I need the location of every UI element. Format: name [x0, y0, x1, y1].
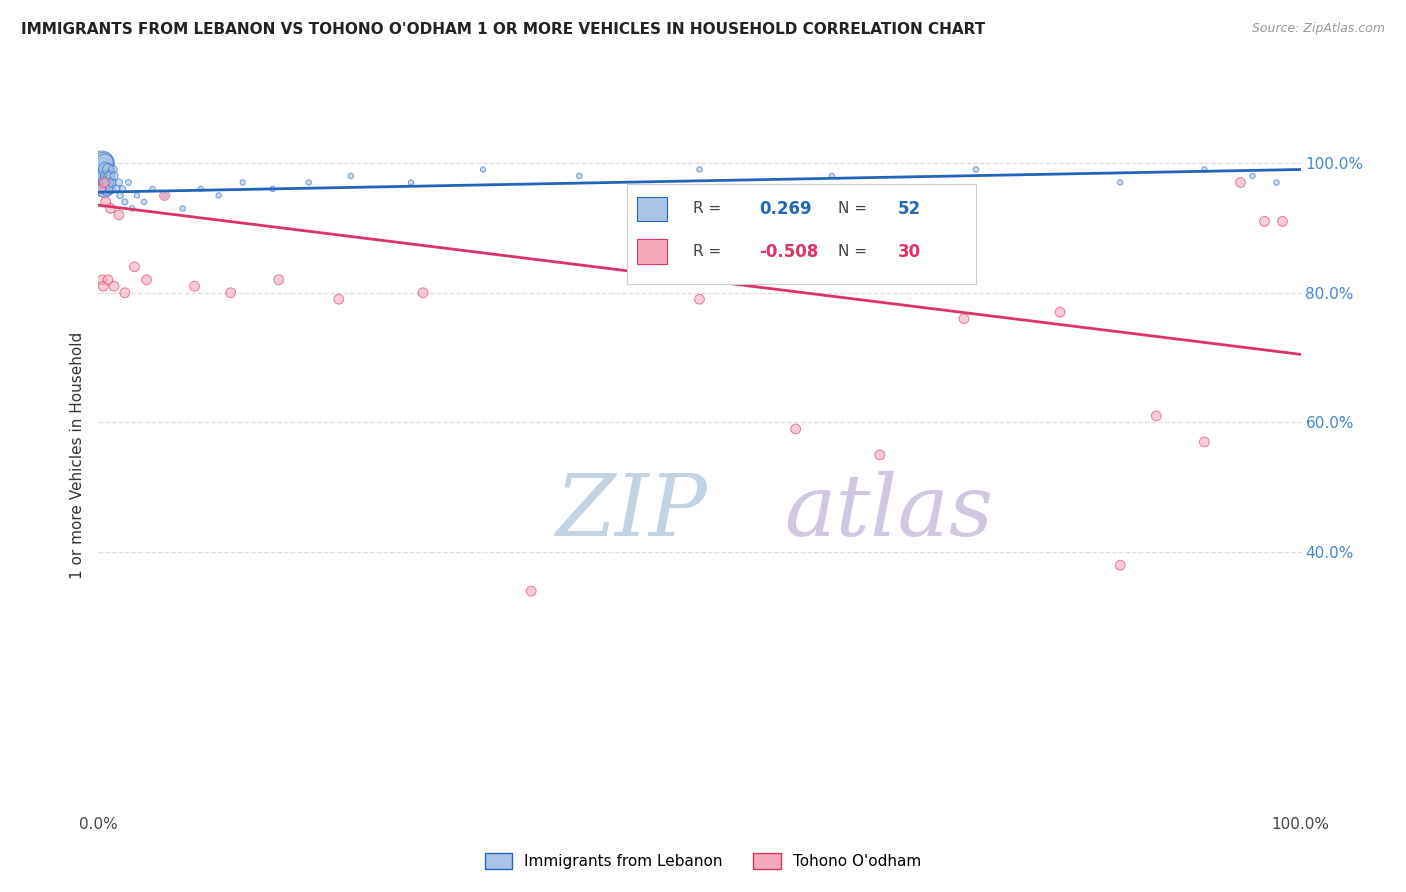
Point — [90, 176, 112, 190]
Point — [328, 292, 350, 306]
Text: R =: R = — [693, 202, 727, 216]
Point — [93, 182, 115, 196]
Point — [108, 176, 131, 190]
Point — [96, 182, 118, 196]
Point — [100, 176, 122, 190]
Point — [965, 162, 987, 177]
FancyBboxPatch shape — [627, 184, 976, 284]
Legend: Immigrants from Lebanon, Tohono O'odham: Immigrants from Lebanon, Tohono O'odham — [478, 847, 928, 875]
Point — [108, 208, 131, 222]
Point — [103, 169, 125, 183]
Point — [97, 273, 120, 287]
Point — [124, 260, 146, 274]
Point — [89, 169, 111, 183]
Point — [100, 182, 122, 196]
Point — [132, 194, 155, 209]
Point — [98, 169, 121, 183]
Point — [91, 182, 114, 196]
Point — [520, 584, 543, 599]
Point — [91, 162, 114, 177]
Point — [1144, 409, 1167, 423]
Point — [114, 285, 136, 300]
Point — [1271, 214, 1294, 228]
Point — [141, 182, 163, 196]
Point — [90, 162, 112, 177]
Text: R =: R = — [693, 244, 727, 259]
Point — [689, 162, 711, 177]
Point — [340, 169, 363, 183]
Point — [219, 285, 242, 300]
Point — [821, 169, 844, 183]
Point — [91, 273, 114, 287]
Point — [262, 182, 284, 196]
Point — [412, 285, 434, 300]
Point — [689, 292, 711, 306]
Point — [94, 162, 117, 177]
Text: ZIP: ZIP — [555, 471, 707, 553]
Y-axis label: 1 or more Vehicles in Household: 1 or more Vehicles in Household — [70, 331, 86, 579]
Point — [91, 156, 114, 170]
Point — [232, 176, 254, 190]
Text: 52: 52 — [898, 200, 921, 218]
Point — [93, 169, 115, 183]
Point — [91, 156, 114, 170]
FancyBboxPatch shape — [637, 239, 666, 264]
Point — [93, 156, 115, 170]
Point — [135, 273, 157, 287]
Point — [105, 182, 128, 196]
Point — [1265, 176, 1288, 190]
Point — [1194, 434, 1216, 449]
Point — [103, 279, 125, 293]
Point — [183, 279, 205, 293]
Point — [90, 182, 112, 196]
Point — [96, 169, 118, 183]
Point — [91, 279, 114, 293]
Point — [1109, 176, 1132, 190]
Point — [172, 202, 194, 216]
Point — [100, 169, 122, 183]
Point — [298, 176, 321, 190]
Text: N =: N = — [838, 202, 872, 216]
Point — [399, 176, 422, 190]
Point — [91, 169, 114, 183]
Text: IMMIGRANTS FROM LEBANON VS TOHONO O'ODHAM 1 OR MORE VEHICLES IN HOUSEHOLD CORREL: IMMIGRANTS FROM LEBANON VS TOHONO O'ODHA… — [21, 22, 986, 37]
Point — [953, 311, 976, 326]
Point — [1194, 162, 1216, 177]
Text: Source: ZipAtlas.com: Source: ZipAtlas.com — [1251, 22, 1385, 36]
Text: -0.508: -0.508 — [759, 243, 818, 260]
Point — [111, 182, 134, 196]
Point — [190, 182, 212, 196]
Point — [1253, 214, 1275, 228]
Point — [153, 188, 176, 202]
Point — [100, 202, 122, 216]
Point — [1109, 558, 1132, 573]
Point — [94, 176, 117, 190]
FancyBboxPatch shape — [637, 196, 666, 221]
Point — [121, 202, 143, 216]
Text: N =: N = — [838, 244, 872, 259]
Text: 0.269: 0.269 — [759, 200, 813, 218]
Point — [208, 188, 231, 202]
Text: 30: 30 — [898, 243, 921, 260]
Text: atlas: atlas — [783, 471, 993, 553]
Point — [117, 176, 139, 190]
Point — [869, 448, 891, 462]
Point — [1241, 169, 1264, 183]
Point — [568, 169, 591, 183]
Point — [97, 176, 120, 190]
Point — [94, 194, 117, 209]
Point — [785, 422, 807, 436]
Point — [114, 194, 136, 209]
Point — [91, 176, 114, 190]
Point — [267, 273, 290, 287]
Point — [1229, 176, 1251, 190]
Point — [125, 188, 148, 202]
Point — [472, 162, 495, 177]
Point — [101, 162, 124, 177]
Point — [97, 162, 120, 177]
Point — [153, 188, 176, 202]
Point — [108, 188, 131, 202]
Point — [1049, 305, 1071, 319]
Point — [93, 176, 115, 190]
